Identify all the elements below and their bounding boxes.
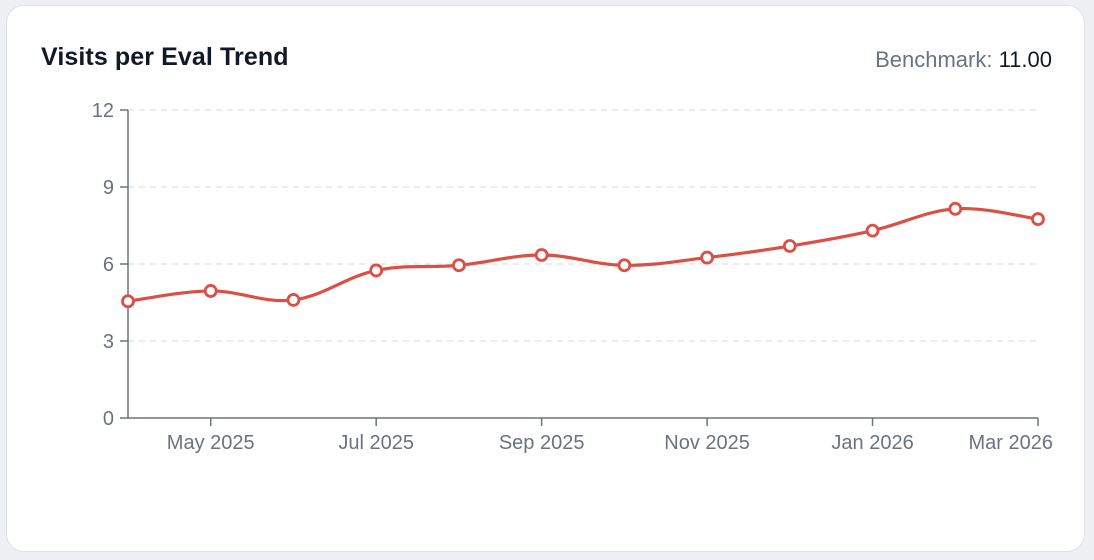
series-line-0 (126, 206, 1040, 303)
data-points (121, 201, 1045, 309)
x-tick-label: Sep 2025 (499, 432, 585, 454)
x-tick-label: Jul 2025 (338, 432, 414, 454)
x-tick-label: Jan 2026 (831, 432, 913, 454)
x-tick-label: Nov 2025 (664, 432, 750, 454)
y-tick-label: 9 (103, 177, 114, 199)
y-tick-label: 12 (92, 100, 114, 122)
data-point-2025-07 (369, 263, 384, 278)
benchmark-value: 11.00 (998, 47, 1052, 72)
data-point-2025-06 (286, 293, 301, 307)
chart-card: Visits per Eval Trend Benchmark: 11.00 (6, 5, 1085, 552)
data-point-2026-02 (948, 201, 963, 216)
data-point-2025-09 (534, 248, 549, 262)
benchmark-readout: Benchmark: 11.00 (875, 47, 1052, 73)
data-point-2025-04 (121, 294, 135, 309)
data-point-2025-11 (700, 250, 714, 265)
data-point-2025-05 (203, 284, 218, 298)
x-tick-label: May 2025 (167, 432, 255, 454)
axes: 0 3 6 9 12 May 2025 Jul 2025 Sep 2025 Nov 2025 Ja… (92, 100, 1053, 454)
data-point-2025-10 (617, 258, 632, 273)
y-tick-label: 3 (103, 331, 114, 353)
data-point-2025-08 (452, 258, 466, 273)
data-point-2026-01 (865, 223, 880, 238)
chart-title: Visits per Eval Trend (41, 43, 289, 71)
y-tick-label: 0 (103, 408, 114, 430)
y-tick-label: 6 (103, 254, 114, 276)
grid-lines (128, 109, 1038, 342)
benchmark-label: Benchmark: (875, 47, 993, 72)
series (126, 206, 1040, 303)
data-point-2025-12 (782, 239, 797, 253)
data-point-2026-03 (1031, 212, 1045, 226)
x-tick-label: Mar 2026 (969, 432, 1054, 454)
